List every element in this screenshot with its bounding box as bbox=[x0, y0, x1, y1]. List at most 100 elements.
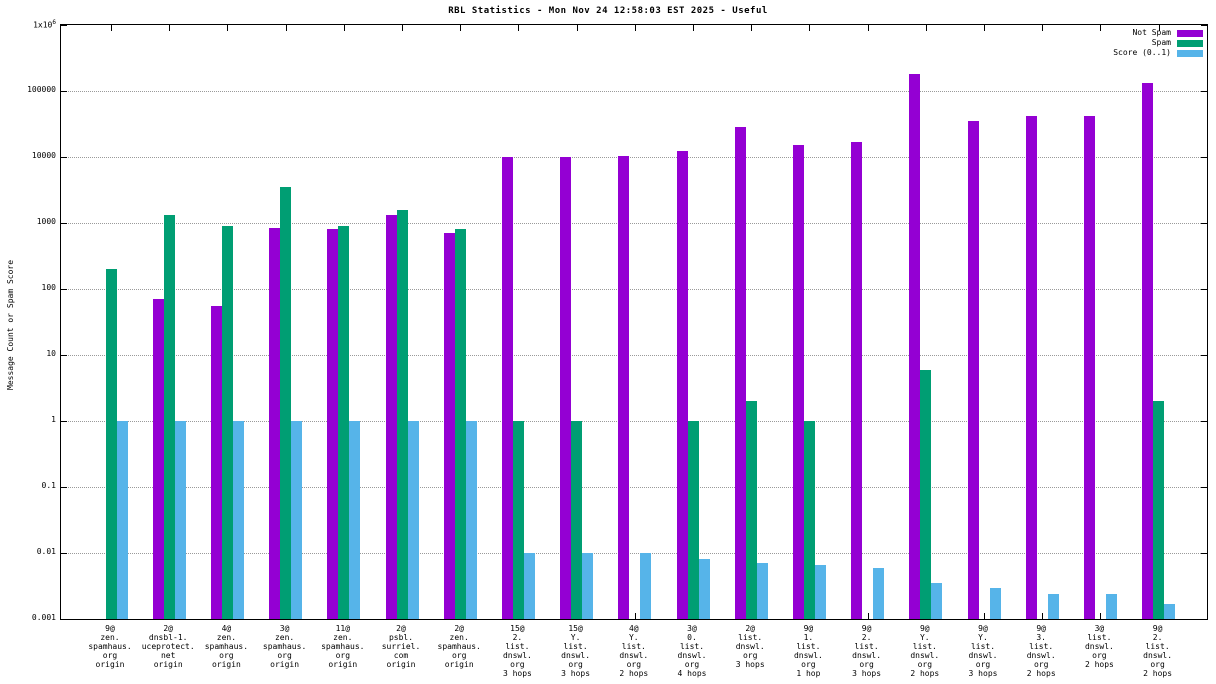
bar-score-0-1- bbox=[814, 565, 826, 619]
y-tick-mark bbox=[61, 223, 67, 224]
y-tick-label: 10 bbox=[46, 349, 56, 358]
bar-not-spam bbox=[909, 74, 921, 619]
x-category-label-line: 2. bbox=[861, 633, 872, 642]
x-tick-mark bbox=[984, 25, 985, 31]
x-tick-mark bbox=[285, 25, 287, 31]
legend-item: Score (0..1) bbox=[1113, 48, 1203, 58]
bar-spam bbox=[803, 421, 815, 619]
bar-not-spam bbox=[443, 233, 455, 619]
bar-not-spam bbox=[618, 155, 630, 619]
bar-not-spam bbox=[210, 306, 222, 619]
bar-score-0-1- bbox=[989, 587, 1001, 619]
gridline bbox=[61, 421, 1207, 422]
x-category-label-line: org bbox=[975, 660, 991, 669]
x-category-label-line: spamhaus. bbox=[88, 642, 132, 651]
x-category-label-line: list. bbox=[621, 642, 646, 651]
x-category-label-line: org bbox=[219, 651, 234, 660]
x-category-label-line: origin bbox=[211, 660, 241, 669]
x-category-label-line: net bbox=[160, 651, 176, 660]
x-category-label: 3@ 0. list. dnswl. org 4 hops bbox=[663, 624, 721, 678]
y-tick-mark bbox=[1201, 223, 1207, 224]
x-category-label-line: dnswl. bbox=[1084, 642, 1114, 651]
x-tick-mark bbox=[867, 613, 869, 619]
x-category-label-line: zen. bbox=[216, 633, 237, 642]
x-category-label-line: list. bbox=[1087, 633, 1112, 642]
x-category-label: 9@ 2. list. dnswl. org 2 hops bbox=[1129, 624, 1187, 678]
bar-score-0-1- bbox=[582, 553, 594, 619]
bar-score-0-1- bbox=[756, 563, 768, 619]
x-category-label-line: dnswl. bbox=[1143, 651, 1173, 660]
y-tick-label: 0.001 bbox=[31, 613, 56, 622]
bar-not-spam bbox=[269, 227, 281, 619]
bar-not-spam bbox=[385, 215, 397, 619]
y-tick-mark bbox=[1201, 619, 1207, 620]
y-tick-mark bbox=[1201, 355, 1207, 356]
bar-score-0-1- bbox=[291, 421, 303, 619]
y-tick-label: 100 bbox=[41, 283, 56, 292]
x-tick-mark bbox=[402, 25, 403, 31]
legend-label: Not Spam bbox=[1132, 28, 1171, 37]
bar-score-0-1- bbox=[931, 583, 943, 619]
x-category-label-line: Y. bbox=[978, 633, 988, 642]
bar-spam bbox=[396, 209, 408, 619]
x-category-label: 2@ dnsbl-1. uceprotect. net origin bbox=[139, 624, 197, 669]
x-category-label-line: org bbox=[801, 660, 816, 669]
y-tick-label: 100000 bbox=[27, 85, 56, 94]
x-category-label-line: 3@ bbox=[687, 624, 697, 633]
x-tick-mark bbox=[1100, 25, 1102, 31]
x-tick-mark bbox=[925, 25, 927, 31]
chart-title: RBL Statistics - Mon Nov 24 12:58:03 EST… bbox=[448, 6, 768, 16]
x-tick-mark bbox=[1042, 613, 1044, 619]
x-tick-mark bbox=[460, 25, 462, 31]
x-category-label-line: origin bbox=[270, 660, 300, 669]
plot-area: Not Spam Spam Score (0..1) bbox=[60, 24, 1208, 620]
y-tick-mark bbox=[1201, 91, 1207, 92]
x-category-label-line: 9@ bbox=[803, 624, 814, 633]
x-category-label-line: zen. bbox=[274, 633, 295, 642]
x-category-label-line: 9@ bbox=[861, 624, 872, 633]
bar-score-0-1- bbox=[232, 421, 244, 619]
bar-not-spam bbox=[560, 157, 572, 619]
x-category-label-line: 1. bbox=[803, 633, 814, 642]
gridline bbox=[61, 223, 1207, 224]
x-category-label-line: org bbox=[1092, 651, 1107, 660]
x-category-label-line: 2@ bbox=[396, 624, 406, 633]
bar-spam bbox=[571, 421, 583, 619]
x-category-label-line: 15@ bbox=[510, 624, 525, 633]
x-category-label-line: 2@ bbox=[745, 624, 755, 633]
x-category-label-line: uceprotect. bbox=[141, 642, 195, 651]
x-category-label: 4@ Y. list. dnswl. org 2 hops bbox=[605, 624, 663, 678]
x-category-label-line: org bbox=[1150, 660, 1165, 669]
x-category-label-line: 2. bbox=[1152, 633, 1163, 642]
x-category-label-line: org bbox=[1033, 660, 1049, 669]
x-category-label: 9@ Y. list. dnswl. org 3 hops bbox=[954, 624, 1012, 678]
x-category-label-line: dnswl. bbox=[502, 651, 532, 660]
y-tick-mark bbox=[1201, 421, 1207, 422]
x-category-label-line: 3 hops bbox=[735, 660, 765, 669]
x-category-label-line: 2 hops bbox=[910, 669, 940, 678]
x-category-label-line: list. bbox=[563, 642, 588, 651]
x-category-label-line: 4 hops bbox=[677, 669, 707, 678]
y-tick-mark bbox=[1201, 157, 1207, 158]
y-tick-mark bbox=[61, 289, 67, 290]
bar-score-0-1- bbox=[523, 553, 535, 619]
x-category-label-line: origin bbox=[95, 660, 125, 669]
x-category-label-line: zen. bbox=[333, 633, 353, 642]
x-category-label-line: spamhaus. bbox=[437, 642, 481, 651]
x-category-label: 2@ zen. spamhaus. org origin bbox=[430, 624, 488, 669]
x-category-label-line: origin bbox=[386, 660, 416, 669]
x-category-label-line: dnswl. bbox=[677, 651, 707, 660]
bar-not-spam bbox=[734, 127, 746, 619]
y-tick-mark bbox=[61, 157, 67, 158]
x-category-label-line: list. bbox=[1145, 642, 1170, 651]
x-category-label-line: 3@ bbox=[279, 624, 290, 633]
bar-score-0-1- bbox=[873, 567, 885, 619]
x-category-label-line: list. bbox=[679, 642, 705, 651]
x-tick-mark bbox=[169, 25, 171, 31]
legend: Not Spam Spam Score (0..1) bbox=[1113, 28, 1203, 58]
y-tick-mark bbox=[61, 421, 67, 422]
x-category-label-line: 3. bbox=[1036, 633, 1046, 642]
x-category-label-line: 2 hops bbox=[1143, 669, 1173, 678]
x-tick-mark bbox=[809, 25, 811, 31]
x-category-label-line: list. bbox=[738, 633, 763, 642]
